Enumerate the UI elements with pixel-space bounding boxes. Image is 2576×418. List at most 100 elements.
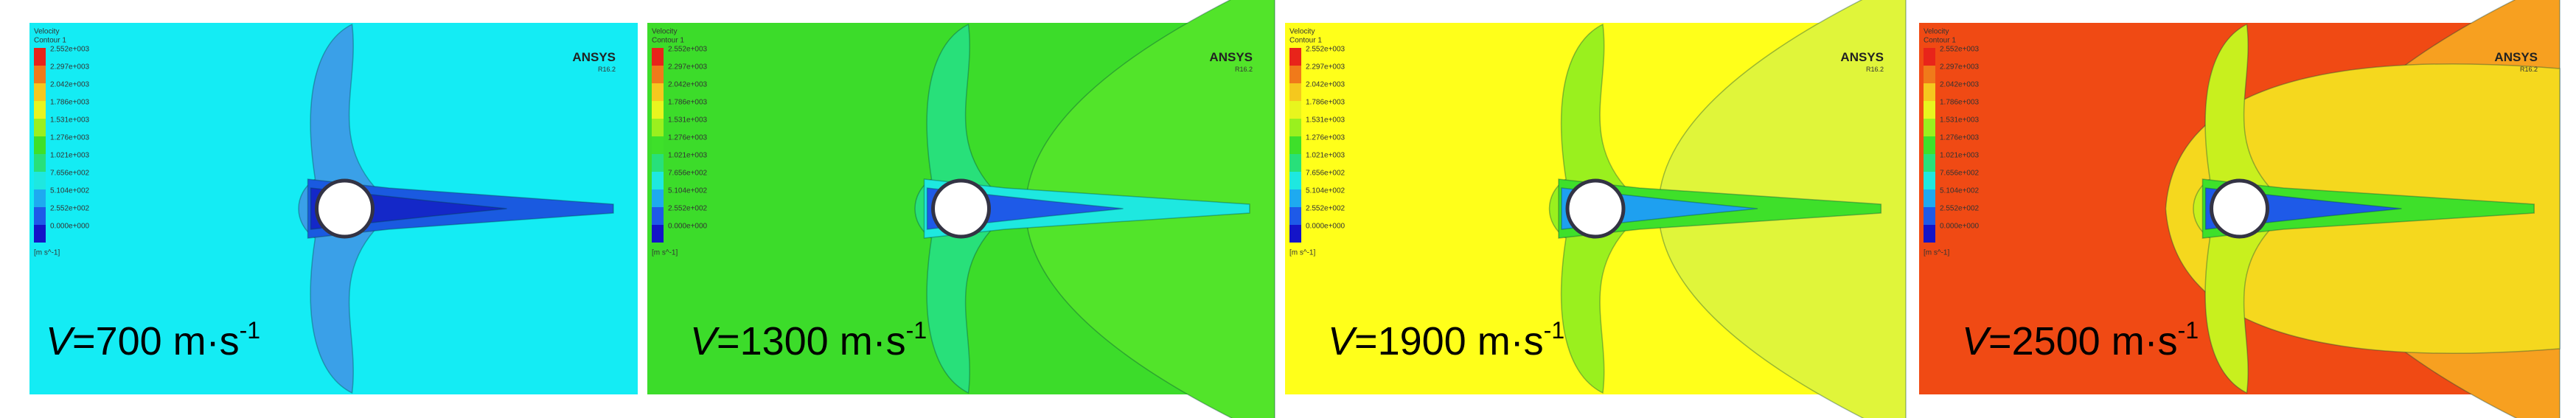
legend-value: 5.104e+002 xyxy=(668,187,708,195)
legend-value: 1.021e+003 xyxy=(1940,152,1980,160)
legend-swatch xyxy=(1924,119,1935,136)
cylinder xyxy=(1565,178,1626,239)
legend-title: Velocity xyxy=(1924,28,1949,36)
legend-swatch xyxy=(652,101,664,119)
legend-value: 7.656e+002 xyxy=(668,170,708,178)
legend-value: 1.531e+003 xyxy=(50,116,90,125)
legend-value: 0.000e+000 xyxy=(668,223,708,231)
label-exponent: -1 xyxy=(2178,317,2199,344)
legend-value: 1.786e+003 xyxy=(668,99,708,107)
legend-value: 0.000e+000 xyxy=(50,223,90,231)
legend-swatch xyxy=(34,172,46,189)
logo-version: R16.2 xyxy=(598,66,616,73)
legend-swatch xyxy=(1924,154,1935,172)
legend-unit: [m s^-1] xyxy=(652,249,678,257)
legend-swatch xyxy=(1924,48,1935,66)
legend-value: 2.552e+002 xyxy=(668,205,708,213)
legend-value: 2.297e+003 xyxy=(50,63,90,72)
legend-swatch xyxy=(1289,83,1301,101)
legend-swatch xyxy=(1289,189,1301,207)
legend-swatch xyxy=(1924,136,1935,154)
legend-value: 2.042e+003 xyxy=(50,81,90,89)
legend-value: 2.552e+003 xyxy=(1940,46,1980,54)
legend-value: 1.021e+003 xyxy=(50,152,90,160)
panel-label: V=2500 m·s-1 xyxy=(1962,317,2199,363)
label-variable: V xyxy=(1962,319,1992,363)
legend-swatch xyxy=(34,119,46,136)
label-variable: V xyxy=(690,319,720,363)
legend-swatch xyxy=(1289,119,1301,136)
legend-swatch xyxy=(652,172,664,189)
legend-value: 1.276e+003 xyxy=(1306,134,1346,142)
legend-swatch xyxy=(1924,189,1935,207)
legend-swatch xyxy=(1289,154,1301,172)
logo-name: ANSYS xyxy=(1840,50,1884,64)
legend-value: 5.104e+002 xyxy=(1940,187,1980,195)
legend-swatch xyxy=(34,66,46,83)
panel-label: V=1300 m·s-1 xyxy=(690,317,927,363)
logo-name: ANSYS xyxy=(572,50,616,64)
cylinder xyxy=(931,178,991,239)
legend-swatch xyxy=(1289,101,1301,119)
legend-value: 2.297e+003 xyxy=(1306,63,1346,72)
label-exponent: -1 xyxy=(906,317,927,344)
legend-swatch xyxy=(1289,48,1301,66)
legend-swatch xyxy=(652,66,664,83)
legend-swatch xyxy=(1289,172,1301,189)
legend-swatch xyxy=(34,48,46,66)
legend-value: 2.552e+002 xyxy=(50,205,90,213)
legend-value: 1.276e+003 xyxy=(1940,134,1980,142)
legend-swatch xyxy=(34,136,46,154)
legend-value: 2.552e+002 xyxy=(1940,205,1980,213)
label-variable: V xyxy=(1328,319,1358,363)
legend-value: 2.297e+003 xyxy=(1940,63,1980,72)
legend-swatch xyxy=(652,83,664,101)
legend-value: 1.276e+003 xyxy=(668,134,708,142)
label-exponent: -1 xyxy=(1544,317,1564,344)
legend-swatch xyxy=(1289,136,1301,154)
legend-swatch xyxy=(1924,225,1935,243)
legend-value: 2.552e+003 xyxy=(668,46,708,54)
label-value: =1900 m·s xyxy=(1354,319,1544,363)
legend-swatch xyxy=(34,207,46,225)
legend-swatch xyxy=(1924,66,1935,83)
legend-value: 2.042e+003 xyxy=(1940,81,1980,89)
legend-title: Velocity xyxy=(34,28,59,36)
legend-value: 2.552e+003 xyxy=(1306,46,1346,54)
cylinder xyxy=(2210,178,2269,239)
legend-unit: [m s^-1] xyxy=(1289,249,1315,257)
legend-value: 1.786e+003 xyxy=(50,99,90,107)
legend-value: 2.297e+003 xyxy=(668,63,708,72)
cylinder xyxy=(315,178,375,239)
legend-value: 5.104e+002 xyxy=(1306,187,1346,195)
legend-value: 5.104e+002 xyxy=(50,187,90,195)
legend-swatch xyxy=(34,225,46,243)
legend-unit: [m s^-1] xyxy=(34,249,60,257)
logo-version: R16.2 xyxy=(1866,66,1884,73)
legend-swatch xyxy=(652,154,664,172)
legend-value: 7.656e+002 xyxy=(50,170,90,178)
logo-version: R16.2 xyxy=(1235,66,1253,73)
legend-value: 0.000e+000 xyxy=(1940,223,1980,231)
label-value: =2500 m·s xyxy=(1988,319,2178,363)
legend-subtitle: Contour 1 xyxy=(1924,37,1956,45)
label-value: =1300 m·s xyxy=(717,319,906,363)
legend-value: 2.042e+003 xyxy=(1306,81,1346,89)
legend-value: 1.786e+003 xyxy=(1306,99,1346,107)
logo-name: ANSYS xyxy=(1209,50,1253,64)
legend-value: 1.786e+003 xyxy=(1940,99,1980,107)
legend-value: 1.531e+003 xyxy=(1940,116,1980,125)
label-value: =700 m·s xyxy=(72,319,240,363)
legend-subtitle: Contour 1 xyxy=(652,37,684,45)
legend-title: Velocity xyxy=(1289,28,1315,36)
legend-value: 7.656e+002 xyxy=(1940,170,1980,178)
legend-subtitle: Contour 1 xyxy=(1289,37,1322,45)
label-variable: V xyxy=(46,319,76,363)
legend-swatch xyxy=(34,189,46,207)
